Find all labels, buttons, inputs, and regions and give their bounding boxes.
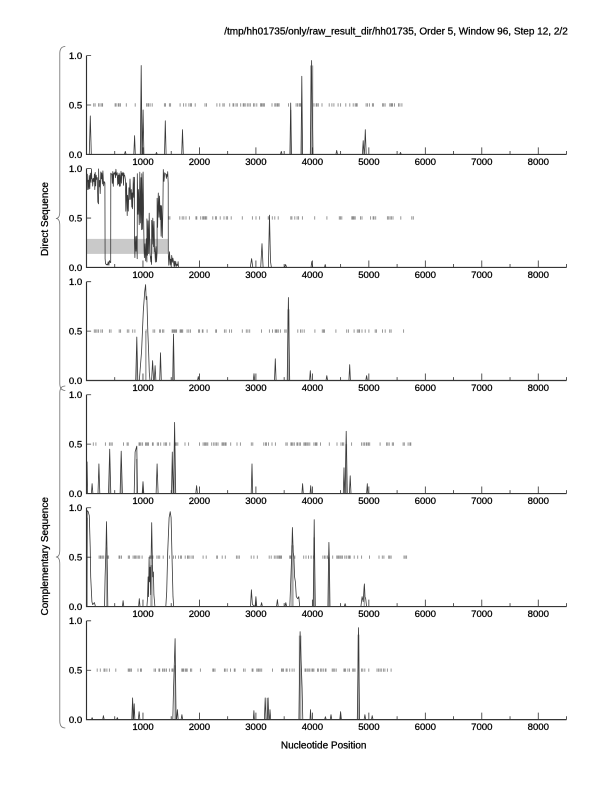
- svg-text:6000: 6000: [415, 609, 436, 620]
- svg-text:Complementary Sequence: Complementary Sequence: [40, 497, 51, 616]
- svg-text:0.5: 0.5: [69, 440, 82, 451]
- svg-text:8000: 8000: [528, 722, 549, 733]
- svg-text:0.0: 0.0: [69, 376, 82, 387]
- svg-text:4000: 4000: [302, 383, 323, 394]
- svg-text:7000: 7000: [471, 270, 492, 281]
- svg-text:1000: 1000: [132, 383, 153, 394]
- svg-text:1000: 1000: [132, 270, 153, 281]
- svg-text:3000: 3000: [245, 496, 266, 507]
- svg-text:7000: 7000: [471, 157, 492, 168]
- svg-text:6000: 6000: [415, 722, 436, 733]
- svg-text:7000: 7000: [471, 609, 492, 620]
- svg-text:2000: 2000: [189, 609, 210, 620]
- svg-text:5000: 5000: [358, 496, 379, 507]
- svg-text:0.5: 0.5: [69, 327, 82, 338]
- svg-text:1.0: 1.0: [69, 616, 82, 627]
- svg-text:8000: 8000: [528, 496, 549, 507]
- svg-text:5000: 5000: [358, 157, 379, 168]
- svg-text:1.0: 1.0: [69, 51, 82, 62]
- svg-text:4000: 4000: [302, 496, 323, 507]
- svg-text:0.0: 0.0: [69, 715, 82, 726]
- svg-text:7000: 7000: [471, 496, 492, 507]
- svg-text:1000: 1000: [132, 496, 153, 507]
- svg-text:3000: 3000: [245, 722, 266, 733]
- svg-text:4000: 4000: [302, 270, 323, 281]
- svg-text:7000: 7000: [471, 383, 492, 394]
- svg-text:0.0: 0.0: [69, 602, 82, 613]
- svg-text:0.5: 0.5: [69, 666, 82, 677]
- svg-text:5000: 5000: [358, 609, 379, 620]
- svg-text:5000: 5000: [358, 383, 379, 394]
- svg-text:1000: 1000: [132, 609, 153, 620]
- svg-text:1.0: 1.0: [69, 503, 82, 514]
- svg-text:8000: 8000: [528, 609, 549, 620]
- svg-text:0.5: 0.5: [69, 553, 82, 564]
- svg-text:4000: 4000: [302, 722, 323, 733]
- svg-text:6000: 6000: [415, 270, 436, 281]
- svg-text:2000: 2000: [189, 157, 210, 168]
- svg-text:6000: 6000: [415, 383, 436, 394]
- svg-text:1.0: 1.0: [69, 164, 82, 175]
- svg-text:/tmp/hh01735/only/raw_result_d: /tmp/hh01735/only/raw_result_dir/hh01735…: [224, 26, 568, 37]
- svg-text:0.5: 0.5: [69, 100, 82, 111]
- svg-text:5000: 5000: [358, 722, 379, 733]
- svg-text:2000: 2000: [189, 270, 210, 281]
- svg-text:0.5: 0.5: [69, 213, 82, 224]
- svg-text:Nucleotide Position: Nucleotide Position: [281, 740, 367, 751]
- svg-text:Direct Sequence: Direct Sequence: [40, 182, 51, 256]
- svg-text:1.0: 1.0: [69, 277, 82, 288]
- svg-text:6000: 6000: [415, 496, 436, 507]
- svg-text:3000: 3000: [245, 609, 266, 620]
- svg-text:0.0: 0.0: [69, 489, 82, 500]
- svg-text:7000: 7000: [471, 722, 492, 733]
- svg-text:8000: 8000: [528, 270, 549, 281]
- svg-text:4000: 4000: [302, 157, 323, 168]
- svg-text:8000: 8000: [528, 383, 549, 394]
- svg-text:2000: 2000: [189, 496, 210, 507]
- svg-text:2000: 2000: [189, 383, 210, 394]
- svg-text:3000: 3000: [245, 157, 266, 168]
- svg-text:0.0: 0.0: [69, 150, 82, 161]
- svg-text:8000: 8000: [528, 157, 549, 168]
- svg-text:4000: 4000: [302, 609, 323, 620]
- svg-text:6000: 6000: [415, 157, 436, 168]
- svg-text:3000: 3000: [245, 270, 266, 281]
- svg-text:1000: 1000: [132, 722, 153, 733]
- svg-text:3000: 3000: [245, 383, 266, 394]
- svg-text:1000: 1000: [132, 157, 153, 168]
- svg-text:0.0: 0.0: [69, 263, 82, 274]
- svg-text:1.0: 1.0: [69, 390, 82, 401]
- svg-text:5000: 5000: [358, 270, 379, 281]
- svg-text:2000: 2000: [189, 722, 210, 733]
